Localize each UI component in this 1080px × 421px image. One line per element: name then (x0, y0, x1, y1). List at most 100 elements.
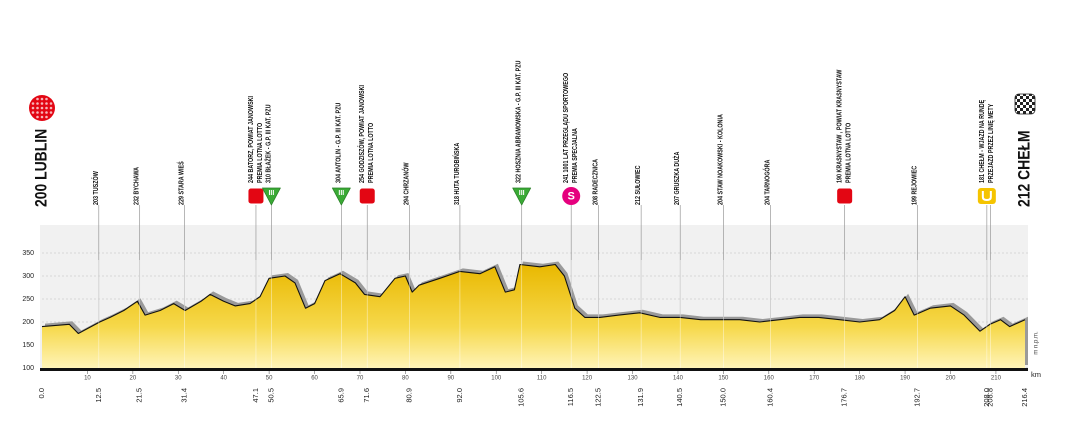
y-axis-label: m n.p.m. (1034, 331, 1040, 355)
kom-icon-text: III (338, 190, 344, 197)
x-tick-label: 150 (718, 376, 729, 382)
waypoint: 21.5 232 BYCHAWA (133, 167, 144, 403)
sprint-icon (247, 187, 265, 205)
waypoint: 92.0 318 HUTA TUROBIŃSKA (451, 143, 464, 403)
waypoint-km: 122.5 (593, 388, 602, 407)
circuit-icon-mark (981, 191, 992, 202)
y-tick-label: 300 (22, 273, 34, 280)
waypoint: 160.4 204 TARNOGÓRA (762, 159, 775, 406)
start-icon-dot (45, 106, 48, 110)
x-tick-label: 110 (537, 376, 547, 382)
x-tick-label: 20 (130, 376, 137, 382)
waypoint-km: 92.0 (455, 388, 464, 403)
waypoint-km: 71.6 (362, 388, 371, 403)
special-icon (562, 187, 581, 205)
start-icon-dot (40, 97, 44, 101)
finish-icon (1014, 93, 1036, 115)
start-icon-dot (45, 102, 48, 105)
start-icon-dot (40, 115, 44, 119)
waypoint-km: 216.4 (1020, 388, 1029, 407)
waypoint-label: 190 KRASNYSTAW , POWIAT KRASNYSTAW (836, 69, 844, 183)
start-icon-dot (45, 97, 48, 101)
waypoint-km: 12.5 (94, 388, 103, 403)
start-icon-dot (31, 111, 35, 114)
kom-icon (261, 187, 281, 206)
waypoint-label: 229 STARA WIEŚ (176, 161, 186, 205)
x-tick-label: 60 (311, 376, 318, 382)
start-icon-dot (45, 115, 48, 119)
waypoint: 208.8 (985, 388, 994, 407)
y-tick-label: 200 (22, 319, 34, 326)
x-tick-label: 160 (764, 376, 775, 382)
x-tick-label: 180 (855, 376, 866, 382)
waypoint: 12.5 203 TUSZÓW (90, 170, 103, 402)
x-tick-label: 90 (447, 376, 454, 382)
waypoint-label: 207 GRUSZKA DUŻA (671, 151, 681, 205)
start-icon-dot (40, 102, 44, 105)
waypoint-label: 199 REJOWIEC (911, 166, 919, 205)
waypoint-label-sub: PRZEJAZD PRZEZ LINIĘ METY (987, 103, 995, 183)
waypoint: 176.7 190 KRASNYSTAW , POWIAT KRASNYSTAW P… (836, 69, 854, 407)
x-tick-label: 140 (673, 376, 684, 382)
x-tick-label: 30 (175, 376, 182, 382)
waypoint-km: 105.6 (517, 388, 526, 407)
waypoint: 208.0 181 CHEŁM - WJAZD NA RUNDĘ PRZEJAZD … (977, 99, 996, 407)
waypoint: 192.7 199 REJOWIEC (911, 166, 922, 407)
waypoint: 140.5 207 GRUSZKA DUŻA (671, 151, 684, 406)
x-tick-label: 120 (582, 376, 593, 382)
start-icon-dot (49, 102, 53, 105)
waypoint: 105.6 322 HOSZNIA ABRAMOWSKA - G.P. III K… (512, 60, 532, 407)
waypoint: 47.1 244 BATORZ, POWIAT JANOWSKI PREMIA LO… (247, 96, 265, 403)
x-tick-label: 170 (809, 376, 820, 382)
y-tick-label: 150 (22, 342, 34, 349)
waypoint-label: 304 ANTOLIN - G.P. III KAT. PZU (335, 102, 343, 183)
kom-icon (512, 187, 532, 206)
waypoint-label-sub: PREMIA LOTNA LOTTO (256, 123, 264, 183)
waypoint-label: 181 CHEŁM - WJAZD NA RUNDĘ (978, 99, 986, 183)
x-tick-label: 190 (900, 376, 911, 382)
waypoint-label: 244 BATORZ, POWIAT JANOWSKI (247, 96, 255, 183)
waypoint-km: 47.1 (251, 388, 260, 403)
waypoint: 216.4 212 CHEŁM (1014, 93, 1036, 407)
place-label-big: 212 CHEŁM (1015, 130, 1034, 207)
x-tick-label: 10 (84, 376, 91, 382)
circuit-icon (977, 188, 996, 204)
waypoint: 80.9 294 CHRZANÓW (400, 162, 413, 403)
waypoint-label-sub: PREMIA LOTNA LOTTO (367, 123, 375, 183)
waypoint-km: 192.7 (912, 388, 921, 407)
waypoint-km: 31.4 (180, 388, 189, 403)
x-tick-label: 80 (402, 376, 409, 382)
waypoint-label: 204 TARNOGÓRA (762, 159, 772, 205)
waypoint-km: 160.4 (766, 388, 775, 407)
waypoint-km: 50.5 (266, 388, 275, 403)
start-icon-dot (36, 106, 39, 110)
waypoint: 31.4 229 STARA WIEŚ (176, 161, 189, 403)
kom-icon-text: III (519, 190, 525, 197)
y-tick-label: 250 (22, 296, 34, 303)
waypoint-label: 254 GODZISZÓW, POWIAT JANOWSKI (356, 85, 366, 183)
start-icon-dot (36, 97, 39, 101)
waypoint: 116.5 241 1001 LAT PRZEGLĄDU SPORTOWEGO PR… (562, 73, 581, 406)
sprint-icon (358, 187, 376, 205)
kom-icon (331, 187, 351, 206)
waypoint-label: 232 BYCHAWA (133, 167, 141, 205)
sprint-icon (836, 187, 854, 205)
x-tick-label: 100 (491, 376, 502, 382)
waypoint: 131.9 212 SUŁOWIEC (634, 165, 645, 407)
waypoint-km: 0.0 (37, 388, 46, 398)
waypoint-km: 80.9 (404, 388, 413, 403)
waypoint-km: 116.5 (566, 388, 575, 406)
x-axis-label: km (1031, 370, 1041, 379)
x-tick-label: 50 (266, 376, 273, 382)
y-tick-label: 100 (22, 365, 34, 372)
start-icon-dot (40, 106, 44, 110)
waypoint-km: 208.0 (982, 388, 991, 407)
waypoint-label: 318 HUTA TUROBIŃSKA (451, 143, 461, 205)
elevation-line (41, 263, 1026, 335)
start-icon-dot (49, 106, 53, 110)
kom-icon-text: III (268, 190, 274, 197)
x-tick-label: 70 (357, 376, 364, 382)
waypoint-label: 294 CHRZANÓW (400, 162, 410, 205)
